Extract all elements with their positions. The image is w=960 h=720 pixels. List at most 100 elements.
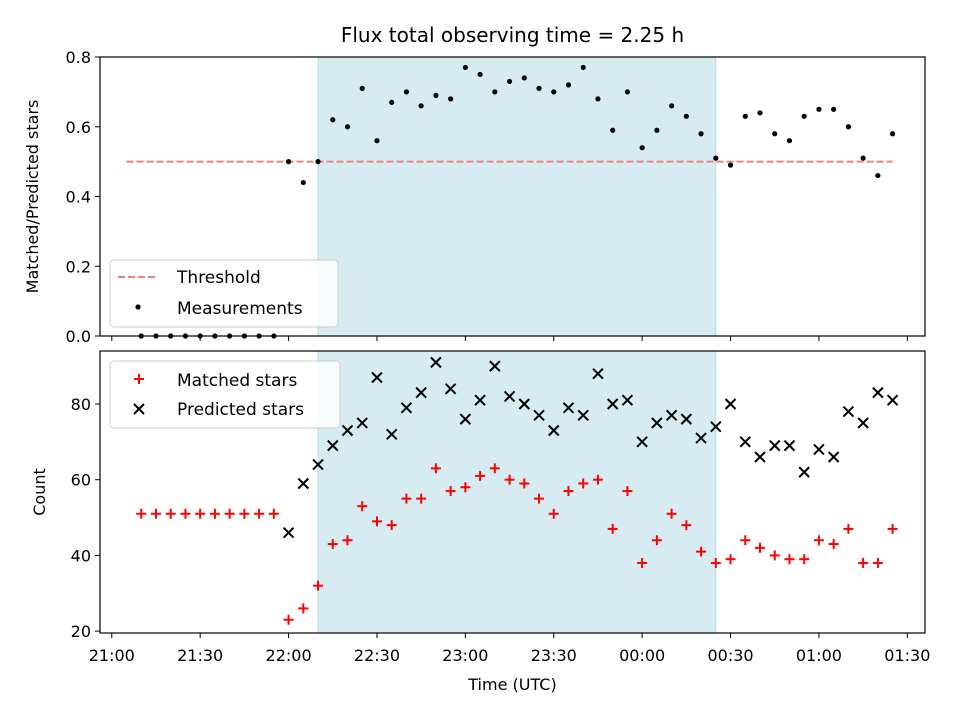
x-tick-label: 21:00 bbox=[89, 646, 135, 665]
bottom-x-ticks: 21:00 21:30 22:00 22:30 23:00 23:30 00:00 00:30… bbox=[89, 633, 930, 665]
matched-star-point bbox=[843, 523, 854, 534]
matched-star-point bbox=[696, 546, 707, 557]
top-y-tick-label: 0.4 bbox=[66, 188, 91, 207]
measurement-point bbox=[831, 106, 837, 112]
matched-star-point bbox=[180, 508, 191, 519]
matched-star-point bbox=[165, 508, 176, 519]
matched-star-point bbox=[563, 486, 574, 497]
measurement-point bbox=[889, 131, 896, 137]
cross-stroke-b bbox=[327, 439, 339, 452]
chart-title: Flux total observing time = 2.25 h bbox=[341, 23, 684, 47]
cross-stroke-b bbox=[385, 428, 398, 440]
measurement-point bbox=[772, 131, 778, 137]
matched-star-point bbox=[607, 523, 618, 534]
predicted-star-point bbox=[459, 413, 472, 425]
x-tick-label: 00:30 bbox=[707, 646, 753, 665]
predicted-star-point bbox=[651, 417, 663, 429]
measurement-point bbox=[506, 78, 513, 85]
matched-star-point bbox=[578, 478, 589, 489]
top-legend-box bbox=[109, 259, 339, 328]
measurement-point bbox=[624, 89, 631, 95]
cross-stroke-b bbox=[724, 398, 737, 410]
matched-star-point bbox=[209, 508, 220, 519]
measurement-point bbox=[418, 103, 424, 109]
cross-stroke-b bbox=[872, 386, 884, 399]
measurement-point bbox=[786, 138, 793, 144]
x-tick-label: 01:30 bbox=[884, 646, 930, 665]
measurement-point bbox=[742, 113, 748, 119]
legend-measurements-swatch bbox=[135, 304, 141, 310]
matched-star-point bbox=[416, 493, 427, 504]
matched-star-point bbox=[740, 535, 751, 546]
measurement-point bbox=[344, 124, 351, 130]
measurement-point bbox=[860, 155, 866, 161]
cross-stroke-b bbox=[886, 394, 899, 406]
predicted-star-point bbox=[474, 394, 486, 406]
cross-stroke-b bbox=[754, 451, 766, 463]
matched-star-point bbox=[725, 554, 736, 565]
measurement-point bbox=[374, 138, 380, 144]
legend-predicted-swatch bbox=[133, 403, 145, 415]
matched-star-point bbox=[195, 508, 206, 519]
x-tick-label: 00:00 bbox=[619, 646, 665, 665]
measurement-point bbox=[403, 89, 410, 95]
bottom-panel: 21:00 21:30 22:00 22:30 23:00 23:30 00:00 00:30… bbox=[30, 350, 930, 694]
cross-stroke-b bbox=[562, 402, 575, 414]
predicted-star-point bbox=[886, 394, 899, 406]
cross-stroke-b bbox=[857, 417, 869, 429]
bottom-legend-box bbox=[109, 360, 341, 429]
measurement-point bbox=[816, 106, 822, 112]
measurement-point bbox=[610, 127, 616, 133]
predicted-star-point bbox=[327, 439, 339, 452]
matched-star-point bbox=[799, 554, 810, 565]
bottom-y-tick-label: 40 bbox=[71, 546, 91, 565]
measurement-point bbox=[551, 89, 557, 95]
cross-stroke-b bbox=[489, 360, 501, 372]
measurement-point bbox=[595, 96, 601, 102]
cross-stroke-b bbox=[297, 477, 310, 490]
matched-star-point bbox=[224, 508, 235, 519]
matched-star-point bbox=[813, 535, 824, 546]
predicted-star-point bbox=[297, 477, 310, 490]
matched-star-point bbox=[386, 520, 397, 531]
measurement-point bbox=[359, 85, 365, 91]
count-points bbox=[136, 356, 899, 625]
measurement-point bbox=[433, 92, 439, 98]
x-tick-label: 21:30 bbox=[177, 646, 223, 665]
predicted-star-point bbox=[813, 443, 825, 456]
matched-star-point bbox=[651, 535, 662, 546]
cross-stroke-b bbox=[474, 394, 486, 406]
cross-stroke-b bbox=[371, 371, 383, 384]
matched-star-point bbox=[136, 508, 147, 519]
top-y-tick-label: 0.2 bbox=[66, 257, 91, 276]
cross-stroke-b bbox=[783, 439, 796, 452]
matched-star-point bbox=[710, 557, 721, 568]
measurement-points bbox=[138, 64, 896, 339]
cross-stroke-b bbox=[356, 417, 368, 429]
matched-star-point bbox=[828, 539, 839, 550]
cross-stroke-b bbox=[769, 439, 781, 452]
legend-matched-swatch bbox=[134, 374, 144, 384]
matched-star-point bbox=[666, 508, 677, 519]
measurement-point bbox=[477, 71, 483, 78]
cross-stroke-b bbox=[341, 424, 354, 437]
legend-threshold-label: Threshold bbox=[176, 268, 261, 288]
matched-star-point bbox=[681, 520, 692, 531]
matched-star-point bbox=[637, 557, 648, 568]
x-tick-label: 22:00 bbox=[266, 646, 312, 665]
legend-measurements-label: Measurements bbox=[177, 299, 303, 319]
predicted-star-point bbox=[754, 451, 766, 463]
matched-star-point bbox=[342, 535, 353, 546]
top-y-tick-label: 0.0 bbox=[66, 327, 91, 346]
top-x-ticks bbox=[111, 336, 908, 341]
cross-stroke-b bbox=[400, 402, 413, 414]
cross-stroke-b bbox=[503, 390, 516, 403]
predicted-star-point bbox=[798, 466, 810, 478]
predicted-star-point bbox=[577, 409, 589, 422]
x-tick-label: 23:00 bbox=[442, 646, 488, 665]
cross-stroke-b bbox=[459, 413, 472, 425]
cross-stroke-b bbox=[680, 413, 693, 425]
predicted-star-point bbox=[518, 398, 530, 410]
predicted-star-point bbox=[827, 451, 840, 463]
